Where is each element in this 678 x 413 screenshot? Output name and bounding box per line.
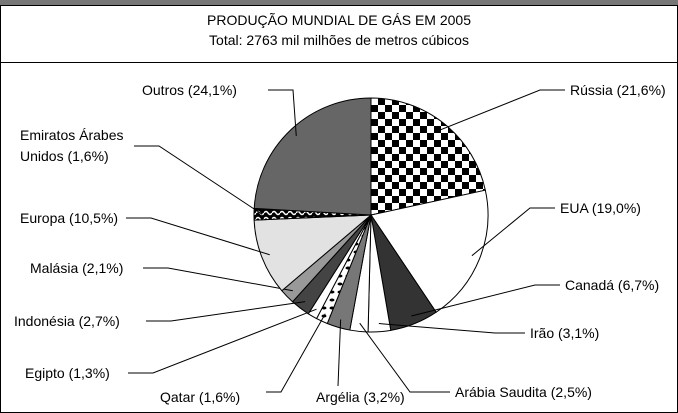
leader-line [126,217,270,256]
leader-line [439,89,565,131]
slice-label: EUA (19,0%) [560,200,641,216]
leader-line [359,322,450,393]
slice-label: Malásia (2,1%) [30,260,124,276]
slice-label: Outros (24,1%) [142,82,237,98]
leader-line [378,323,525,334]
pie-slice [370,189,489,313]
slice-label: Arábia Saudita (2,5%) [455,384,592,400]
leader-line [134,145,263,215]
slice-label: Irão (3,1%) [530,325,600,341]
slice-label: Emiratos Árabes Unidos (1,6%) [20,127,124,164]
leader-line [337,319,342,387]
slice-label: Egipto (1,3%) [25,365,110,381]
leader-line [266,313,326,393]
pie-slice [253,214,373,292]
leader-line [268,89,297,136]
leader-line [471,207,555,257]
slice-label: Europa (10,5%) [20,210,119,226]
pie-slice [370,97,486,216]
leader-line [411,284,560,317]
slice-label: Qatar (1,6%) [160,389,241,405]
leader-line [143,267,293,292]
pie-slice [253,97,372,216]
slice-label: Indonésia (2,7%) [14,313,120,329]
slice-label: Argélia (3,2%) [316,389,405,405]
chart-title: PRODUÇÃO MUNDIAL DE GÁS EM 2005 [207,12,471,28]
slice-label: Canadá (6,7%) [565,277,660,293]
chart-subtitle: Total: 2763 mil milhões de metros cúbico… [209,32,469,48]
top-bar [0,0,678,5]
leader-line [128,308,317,374]
slice-label: Rússia (21,6%) [570,82,666,98]
leader-line [146,301,306,322]
